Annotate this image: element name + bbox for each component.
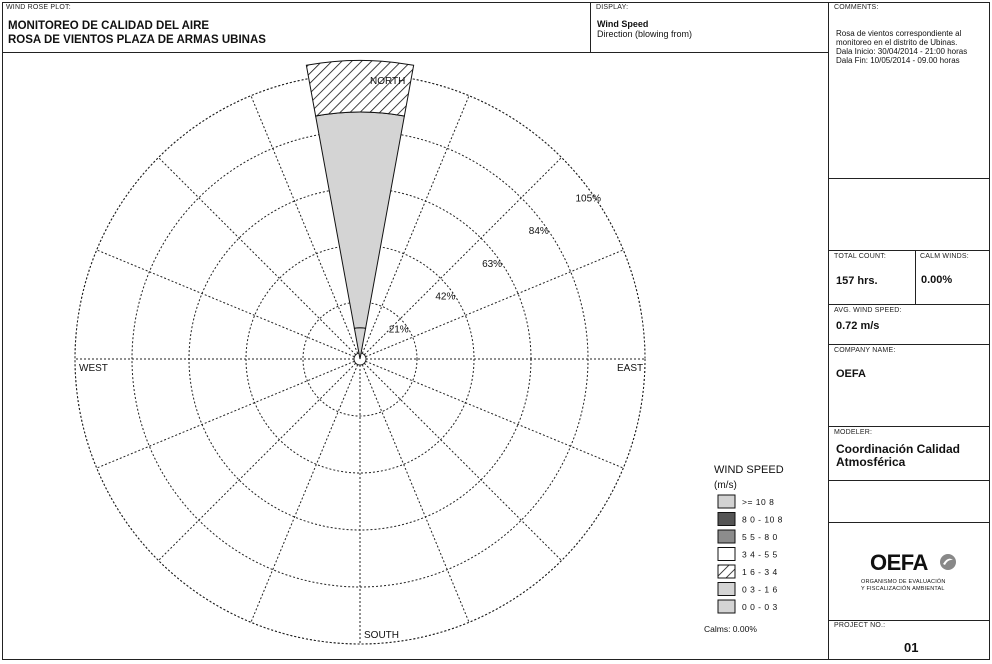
comment-line: Dala Fin: 10/05/2014 - 09.00 horas: [836, 56, 960, 65]
logo-subtext-1: ORGANISMO DE EVALUACIÓN: [861, 579, 946, 585]
logo-wordmark: OEFA: [870, 550, 928, 575]
display-divider: [590, 2, 591, 52]
grid-spoke: [363, 157, 562, 356]
direction-label-east: EAST: [617, 363, 643, 374]
grid-spoke: [365, 249, 624, 358]
panel-divider: [828, 178, 990, 179]
ring-label: 63%: [482, 259, 502, 270]
avg-wind-value: 0.72 m/s: [836, 320, 880, 332]
title-line-2: ROSA DE VIENTOS PLAZA DE ARMAS UBINAS: [8, 34, 266, 46]
logo-emblem-icon: [940, 554, 956, 570]
legend-label: 3 4 - 5 5: [742, 550, 778, 560]
display-text: Wind Speed Direction (blowing from): [597, 19, 692, 39]
wind-rose-plot-label: WIND ROSE PLOT:: [6, 4, 71, 11]
legend-calms: Calms: 0.00%: [704, 624, 757, 634]
petal-segment-n: [305, 59, 415, 117]
modeler-value: Coordinación Calidad Atmosférica: [836, 443, 960, 469]
company-label: COMPANY NAME:: [834, 347, 896, 354]
legend-title: WIND SPEED: [714, 464, 784, 476]
legend-swatch: [717, 599, 736, 614]
modeler-line-1: Coordinación Calidad: [836, 442, 961, 456]
ring-label: 21%: [389, 324, 409, 335]
grid-spoke: [96, 249, 355, 358]
plot-title: MONITOREO DE CALIDAD DEL AIRE ROSA DE VI…: [8, 19, 266, 47]
direction-labels: NORTH SOUTH EAST WEST: [79, 76, 643, 641]
legend-swatch: [717, 494, 736, 509]
comment-line: Rosa de vientos correspondiente al: [836, 29, 962, 38]
panel-divider: [828, 522, 990, 523]
modeler-line-2: Atmosférica: [836, 455, 906, 469]
direction-label-north: NORTH: [370, 76, 405, 87]
grid-spoke: [158, 157, 357, 356]
panel-divider: [828, 480, 990, 481]
grid-spoke: [363, 362, 562, 561]
company-value: OEFA: [836, 368, 866, 380]
rose-petals: [305, 59, 415, 360]
wind-rose-chart: 21% 42% 63% 84% 105% NORTH SOUTH EAST WEST WIND…: [74, 59, 784, 645]
panel-divider: [828, 304, 990, 305]
side-panel-divider: [828, 2, 829, 660]
calm-winds-label: CALM WINDS:: [920, 253, 969, 260]
comment-line: Dala Inicio: 30/04/2014 - 21:00 horas: [836, 47, 968, 56]
avg-wind-label: AVG. WIND SPEED:: [834, 307, 902, 314]
grid-spoke: [158, 362, 357, 561]
comments-label: COMMENTS:: [834, 4, 879, 11]
legend: WIND SPEED (m/s) >= 10 8 8 0 - 10 8 5 5 - 8 …: [704, 464, 784, 634]
ring-label: 42%: [435, 292, 455, 303]
legend-label: 5 5 - 8 0: [742, 532, 778, 542]
total-count-label: TOTAL COUNT:: [834, 253, 887, 260]
comments-text: Rosa de vientos correspondiente al monit…: [836, 29, 990, 65]
project-value: 01: [904, 640, 919, 655]
grid-spoke: [250, 364, 359, 623]
display-line-2: Direction (blowing from): [597, 29, 693, 39]
legend-label: >= 10 8: [742, 497, 774, 507]
legend-swatch: [717, 564, 736, 579]
direction-label-west: WEST: [79, 363, 108, 374]
legend-swatch: [717, 512, 736, 526]
grid-spoke: [361, 364, 470, 623]
calm-winds-value: 0.00%: [921, 274, 953, 286]
petal-segment-n: [315, 111, 405, 329]
panel-divider: [828, 250, 990, 251]
legend-swatch: [717, 582, 736, 596]
legend-label: 8 0 - 10 8: [742, 515, 783, 525]
logo-subtext-2: Y FISCALIZACIÓN AMBIENTAL: [861, 586, 945, 592]
title-line-1: MONITOREO DE CALIDAD DEL AIRE: [8, 20, 210, 32]
panel-divider: [828, 426, 990, 427]
display-line-1: Wind Speed: [597, 19, 649, 29]
legend-swatch: [717, 529, 736, 544]
panel-divider: [828, 344, 990, 345]
oefa-logo: OEFA ORGANISMO DE EVALUACIÓN Y FISCALIZA…: [840, 550, 980, 600]
panel-divider-vertical: [915, 250, 916, 304]
comment-line: monitoreo en el distrito de Ubinas.: [836, 38, 958, 47]
modeler-label: MODELER:: [834, 429, 873, 436]
direction-label-south: SOUTH: [364, 630, 399, 641]
ring-label: 105%: [575, 194, 601, 205]
grid-spoke: [365, 360, 624, 469]
legend-label: 0 0 - 0 3: [742, 602, 778, 612]
legend-swatch: [717, 547, 736, 561]
project-label: PROJECT NO.:: [834, 622, 886, 629]
legend-label: 0 3 - 1 6: [742, 585, 778, 595]
legend-label: 1 6 - 3 4: [742, 567, 778, 577]
grid-spoke: [361, 95, 470, 354]
panel-divider: [828, 620, 990, 621]
total-count-value: 157 hrs.: [836, 275, 878, 287]
ring-label: 84%: [529, 226, 549, 237]
grid-ring: [74, 73, 646, 645]
grid-spoke: [250, 95, 359, 354]
legend-unit: (m/s): [714, 480, 737, 491]
grid-spoke: [96, 360, 355, 469]
ring-labels: 21% 42% 63% 84% 105%: [389, 194, 601, 336]
display-label: DISPLAY:: [596, 4, 629, 11]
header-divider: [2, 52, 828, 53]
